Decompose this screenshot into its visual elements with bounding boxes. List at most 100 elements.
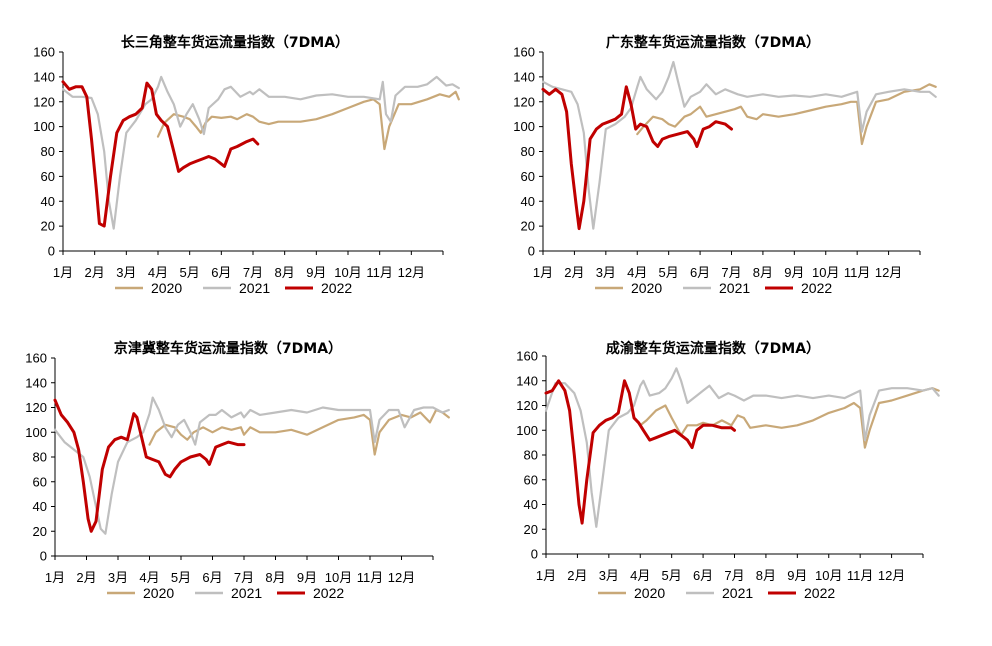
- legend-label-2021: 2021: [231, 585, 262, 601]
- y-tick-label: 0: [528, 244, 535, 259]
- x-tick-label: 11月: [366, 265, 393, 280]
- y-tick-label: 0: [40, 549, 47, 564]
- y-tick-label: 160: [516, 349, 538, 364]
- x-tick-label: 6月: [690, 265, 710, 280]
- series-line-2020: [148, 408, 450, 456]
- legend-label-2020: 2020: [631, 280, 662, 296]
- series-line-2020: [636, 83, 937, 146]
- x-tick-label: 11月: [357, 570, 384, 585]
- y-tick-label: 60: [33, 474, 47, 489]
- x-tick-label: 10月: [325, 570, 352, 585]
- x-tick-label: 8月: [265, 570, 285, 585]
- chart-panel-3: 京津冀整车货运流量指数（7DMA） 0 20 40 60 80 100 120 140 160 1月…: [25, 340, 450, 601]
- x-tick-label: 5月: [171, 570, 191, 585]
- x-tick-label: 3月: [599, 568, 619, 583]
- y-tick-label: 60: [41, 169, 55, 184]
- y-tick-label: 120: [513, 94, 535, 109]
- x-tick-label: 3月: [108, 570, 128, 585]
- x-tick-label: 12月: [878, 568, 905, 583]
- x-tick-label: 1月: [533, 265, 553, 280]
- y-tick-label: 120: [25, 400, 47, 415]
- y-tick-label: 20: [41, 219, 55, 234]
- y-tick-label: 0: [531, 547, 538, 562]
- y-tick-label: 140: [513, 69, 535, 84]
- legend-label-2021: 2021: [719, 280, 750, 296]
- x-tick-label: 6月: [211, 265, 231, 280]
- y-tick-label: 100: [33, 119, 55, 134]
- y-tick-label: 40: [521, 194, 535, 209]
- y-tick-label: 80: [524, 448, 538, 463]
- x-tick-label: 11月: [847, 568, 874, 583]
- x-tick-label: 9月: [306, 265, 326, 280]
- x-tick-label: 7月: [234, 570, 254, 585]
- x-tick-label: 8月: [756, 568, 776, 583]
- x-tick-label: 7月: [724, 568, 744, 583]
- chart-title: 长三角整车货运流量指数（7DMA）: [121, 34, 349, 51]
- y-tick-label: 140: [25, 375, 47, 390]
- legend-label-2020: 2020: [143, 585, 174, 601]
- y-tick-label: 80: [41, 144, 55, 159]
- y-tick-label: 160: [513, 45, 535, 60]
- y-tick-label: 100: [513, 119, 535, 134]
- x-tick-label: 5月: [659, 265, 679, 280]
- x-tick-label: 8月: [275, 265, 295, 280]
- y-tick-label: 100: [516, 423, 538, 438]
- x-tick-label: 12月: [388, 570, 415, 585]
- x-tick-label: 4月: [627, 265, 647, 280]
- series-line-2022: [541, 85, 733, 231]
- x-tick-label: 2月: [76, 570, 96, 585]
- y-tick-label: 20: [524, 522, 538, 537]
- y-tick-label: 140: [33, 69, 55, 84]
- x-tick-label: 2月: [564, 265, 584, 280]
- legend-label-2022: 2022: [321, 280, 352, 296]
- x-tick-label: 7月: [243, 265, 263, 280]
- x-tick-label: 8月: [753, 265, 773, 280]
- legend-label-2022: 2022: [801, 280, 832, 296]
- x-tick-label: 2月: [567, 568, 587, 583]
- legend-label-2020: 2020: [151, 280, 182, 296]
- x-tick-label: 7月: [721, 265, 741, 280]
- x-tick-label: 12月: [398, 265, 425, 280]
- y-tick-label: 0: [48, 244, 55, 259]
- series-line-2022: [544, 379, 736, 525]
- chart-title: 成渝整车货运流量指数（7DMA）: [606, 340, 820, 357]
- series-line-2020: [156, 90, 460, 151]
- y-tick-label: 20: [33, 524, 47, 539]
- y-tick-label: 40: [41, 194, 55, 209]
- y-tick-label: 60: [521, 169, 535, 184]
- chart-panel-1: 长三角整车货运流量指数（7DMA） 0 20 40 60 80 100 120 140 160 1月…: [33, 34, 460, 296]
- x-tick-label: 2月: [85, 265, 105, 280]
- series-line-2022: [53, 398, 246, 533]
- x-tick-label: 11月: [844, 265, 871, 280]
- y-tick-label: 160: [25, 351, 47, 366]
- x-tick-label: 5月: [180, 265, 200, 280]
- x-tick-label: 5月: [662, 568, 682, 583]
- x-tick-label: 9月: [297, 570, 317, 585]
- x-tick-label: 1月: [53, 265, 73, 280]
- y-tick-label: 160: [33, 45, 55, 60]
- chart-panel-2: 广东整车货运流量指数（7DMA） 0 20 40 60 80 100 120 140 160 1月 2…: [513, 34, 937, 296]
- x-tick-label: 3月: [596, 265, 616, 280]
- x-tick-label: 1月: [536, 568, 556, 583]
- legend-label-2022: 2022: [313, 585, 344, 601]
- x-tick-label: 4月: [148, 265, 168, 280]
- x-tick-label: 6月: [693, 568, 713, 583]
- series-line-2021: [53, 396, 450, 535]
- x-tick-label: 9月: [787, 568, 807, 583]
- x-tick-label: 10月: [334, 265, 361, 280]
- legend-label-2021: 2021: [239, 280, 270, 296]
- series-line-2021: [61, 75, 460, 230]
- y-tick-label: 120: [516, 398, 538, 413]
- y-tick-label: 120: [33, 94, 55, 109]
- x-tick-label: 1月: [45, 570, 65, 585]
- y-tick-label: 80: [521, 144, 535, 159]
- legend-label-2020: 2020: [634, 585, 665, 601]
- chart-title: 京津冀整车货运流量指数（7DMA）: [114, 340, 342, 357]
- series-line-2021: [541, 60, 937, 230]
- chart-title: 广东整车货运流量指数（7DMA）: [606, 34, 820, 51]
- y-tick-label: 100: [25, 425, 47, 440]
- x-tick-label: 9月: [784, 265, 804, 280]
- legend-label-2021: 2021: [722, 585, 753, 601]
- x-tick-label: 10月: [815, 568, 842, 583]
